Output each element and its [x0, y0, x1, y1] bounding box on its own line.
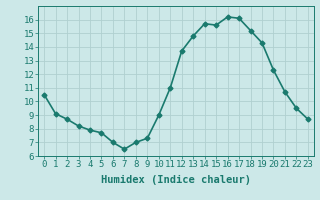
X-axis label: Humidex (Indice chaleur): Humidex (Indice chaleur)	[101, 175, 251, 185]
